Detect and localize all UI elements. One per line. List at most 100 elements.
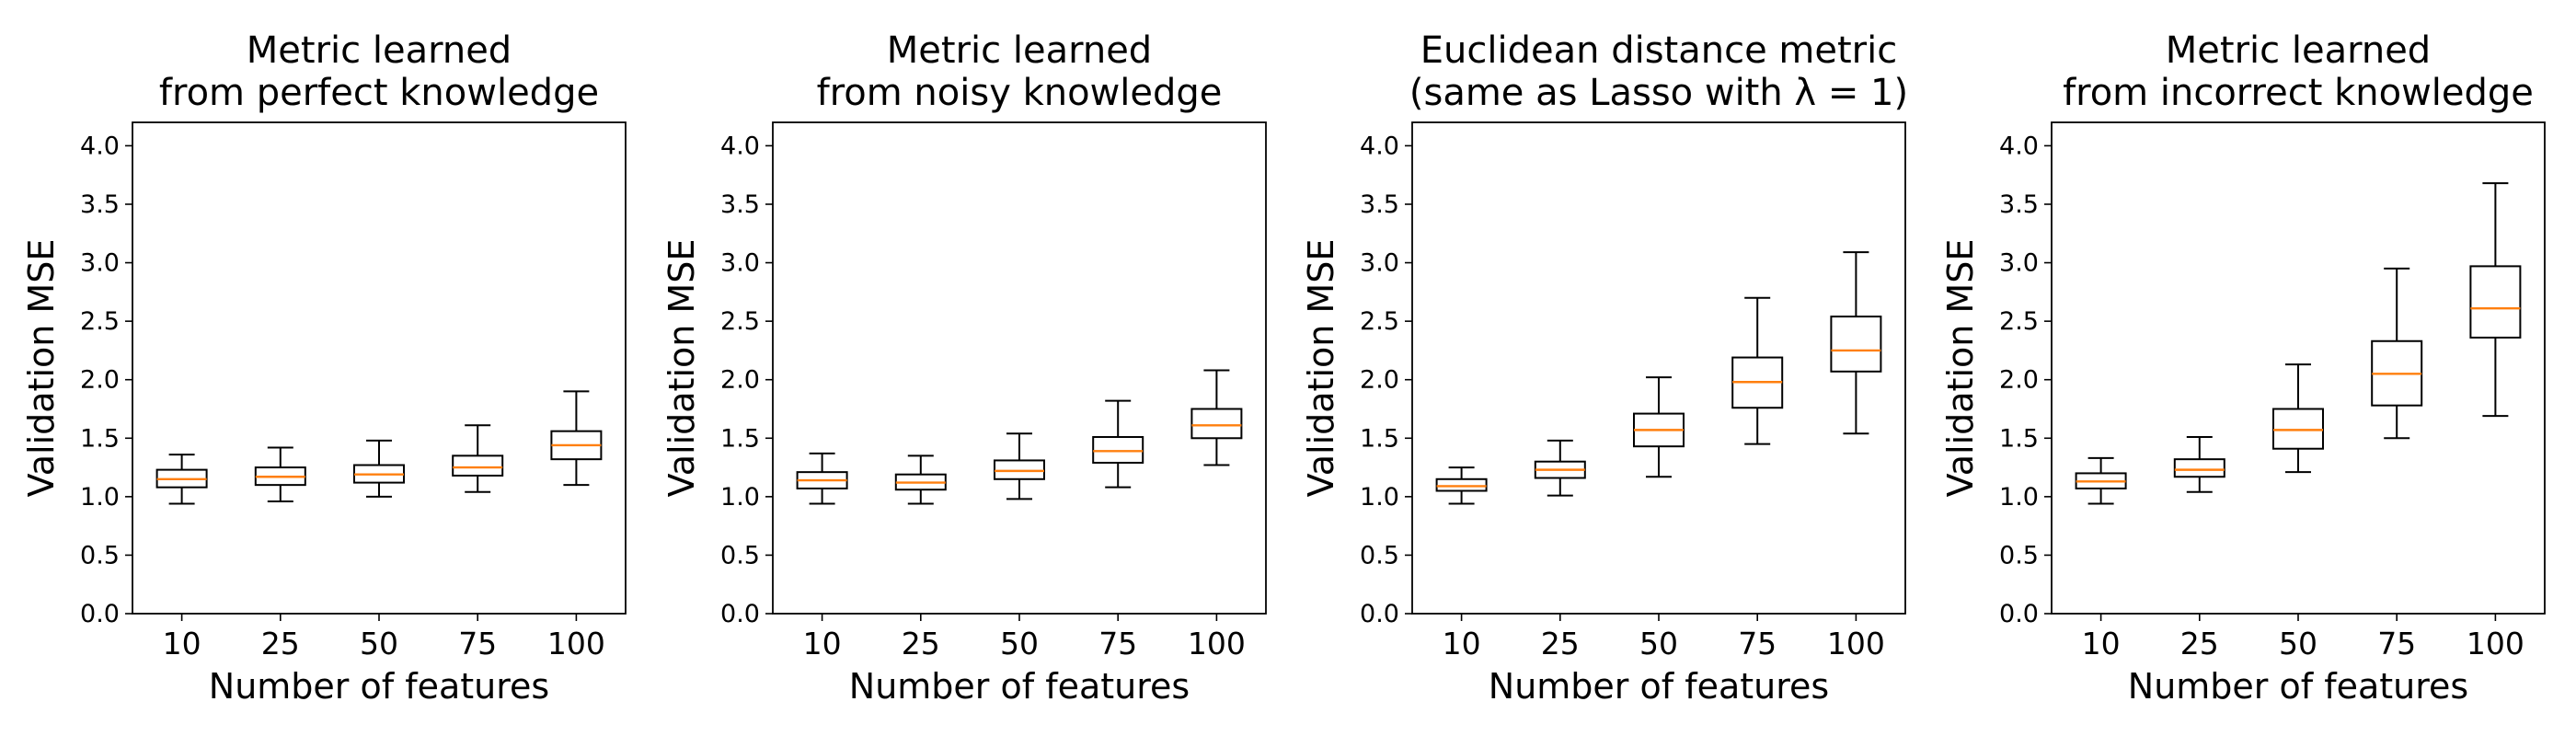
- x-tick-label: 25: [261, 626, 300, 661]
- y-tick-label: 1.0: [80, 483, 120, 512]
- x-tick-label: 25: [2180, 626, 2219, 661]
- panel-title-line: from incorrect knowledge: [2063, 72, 2534, 114]
- plot-frame: [1411, 121, 1906, 615]
- box-item: [2272, 363, 2324, 474]
- y-tick-label: 3.0: [1999, 249, 2039, 278]
- plot-frame: [132, 121, 627, 615]
- x-tick-label: 100: [1188, 626, 1246, 661]
- box-iqr: [2272, 408, 2324, 450]
- y-tick-label: 1.0: [1360, 483, 1399, 512]
- x-tick-label: 25: [1541, 626, 1580, 661]
- y-axis-label: Validation MSE: [21, 239, 62, 498]
- x-tick-label: 50: [2279, 626, 2317, 661]
- box-item: [1633, 376, 1685, 478]
- box-item: [894, 454, 947, 505]
- y-tick-label: 1.0: [1999, 483, 2039, 512]
- x-tick-label: 50: [360, 626, 398, 661]
- y-tick-label: 2.5: [720, 307, 760, 336]
- box-item: [2469, 182, 2522, 418]
- y-tick-label: 2.5: [1360, 307, 1399, 336]
- y-tick-label: 0.0: [720, 600, 760, 628]
- x-tick-label: 10: [803, 626, 842, 661]
- box-item: [353, 439, 405, 498]
- y-tick-label: 0.5: [720, 541, 760, 569]
- y-tick-label: 2.0: [1360, 366, 1399, 395]
- y-tick-label: 1.0: [720, 483, 760, 512]
- x-tick-label: 10: [163, 626, 201, 661]
- y-tick-label: 0.5: [80, 541, 120, 569]
- y-tick-label: 3.5: [80, 190, 120, 219]
- y-axis-label: Validation MSE: [1301, 239, 1341, 498]
- y-tick-label: 3.0: [1360, 249, 1399, 278]
- box-iqr: [1190, 408, 1243, 440]
- y-tick-label: 2.5: [1999, 307, 2039, 336]
- panel-title-line: Metric learned: [887, 29, 1152, 72]
- x-tick-label: 100: [547, 626, 605, 661]
- y-tick-label: 3.0: [80, 249, 120, 278]
- x-axis-label: Number of features: [1489, 666, 1829, 707]
- box-item: [1092, 399, 1144, 489]
- x-tick-label: 10: [1443, 626, 1481, 661]
- box-item: [550, 390, 603, 487]
- panel-title-line: (same as Lasso with λ = 1): [1409, 72, 1908, 114]
- y-tick-label: 3.5: [1999, 190, 2039, 219]
- panel-title-line: from perfect knowledge: [159, 72, 599, 114]
- y-axis-label: Validation MSE: [1940, 239, 1981, 498]
- panel-title-line: from noisy knowledge: [817, 72, 1223, 114]
- y-tick-label: 2.5: [80, 307, 120, 336]
- plot-frame: [772, 121, 1267, 615]
- x-axis-label: Number of features: [2128, 666, 2468, 707]
- box-item: [155, 454, 208, 505]
- box-iqr: [1092, 436, 1144, 464]
- x-tick-label: 75: [1098, 626, 1137, 661]
- box-iqr: [1830, 316, 1882, 373]
- box-iqr: [1435, 477, 1488, 492]
- x-tick-label: 75: [2377, 626, 2416, 661]
- x-axis-label: Number of features: [849, 666, 1190, 707]
- box-item: [994, 432, 1045, 500]
- box-iqr: [452, 454, 504, 477]
- y-tick-label: 0.5: [1999, 541, 2039, 569]
- box-item: [254, 446, 306, 502]
- y-tick-label: 3.0: [720, 249, 760, 278]
- box-item: [2173, 436, 2225, 493]
- x-tick-label: 50: [1639, 626, 1678, 661]
- box-item: [1731, 296, 1784, 445]
- y-tick-label: 4.0: [1999, 132, 2039, 160]
- x-axis-label: Number of features: [209, 666, 549, 707]
- panel-title-line: Metric learned: [247, 29, 512, 72]
- y-tick-label: 1.5: [720, 424, 760, 453]
- y-tick-label: 1.5: [1360, 424, 1399, 453]
- box-item: [2371, 267, 2423, 440]
- y-tick-label: 1.5: [1999, 424, 2039, 453]
- box-iqr: [2173, 458, 2225, 478]
- x-tick-label: 100: [1827, 626, 1885, 661]
- y-tick-label: 2.0: [720, 366, 760, 395]
- boxplot-panel: Euclidean distance metric(same as Lasso …: [1301, 29, 1908, 707]
- y-tick-label: 4.0: [80, 132, 120, 160]
- x-tick-label: 25: [902, 626, 940, 661]
- y-axis-label: Validation MSE: [661, 239, 702, 498]
- x-tick-label: 50: [1000, 626, 1039, 661]
- y-tick-label: 0.0: [80, 600, 120, 628]
- box-item: [1534, 439, 1586, 497]
- y-tick-label: 0.5: [1360, 541, 1399, 569]
- box-iqr: [2469, 265, 2522, 339]
- y-tick-label: 1.5: [80, 424, 120, 453]
- box-item: [452, 424, 504, 493]
- x-tick-label: 75: [1738, 626, 1777, 661]
- box-item: [1830, 251, 1882, 435]
- box-item: [1190, 369, 1243, 466]
- y-tick-label: 2.0: [80, 366, 120, 395]
- panel-title-line: Euclidean distance metric: [1420, 29, 1897, 72]
- y-tick-label: 3.5: [1360, 190, 1399, 219]
- x-tick-label: 75: [458, 626, 497, 661]
- y-tick-label: 3.5: [720, 190, 760, 219]
- panel-title-line: Metric learned: [2166, 29, 2431, 72]
- plot-frame: [2051, 121, 2546, 615]
- box-item: [796, 452, 848, 505]
